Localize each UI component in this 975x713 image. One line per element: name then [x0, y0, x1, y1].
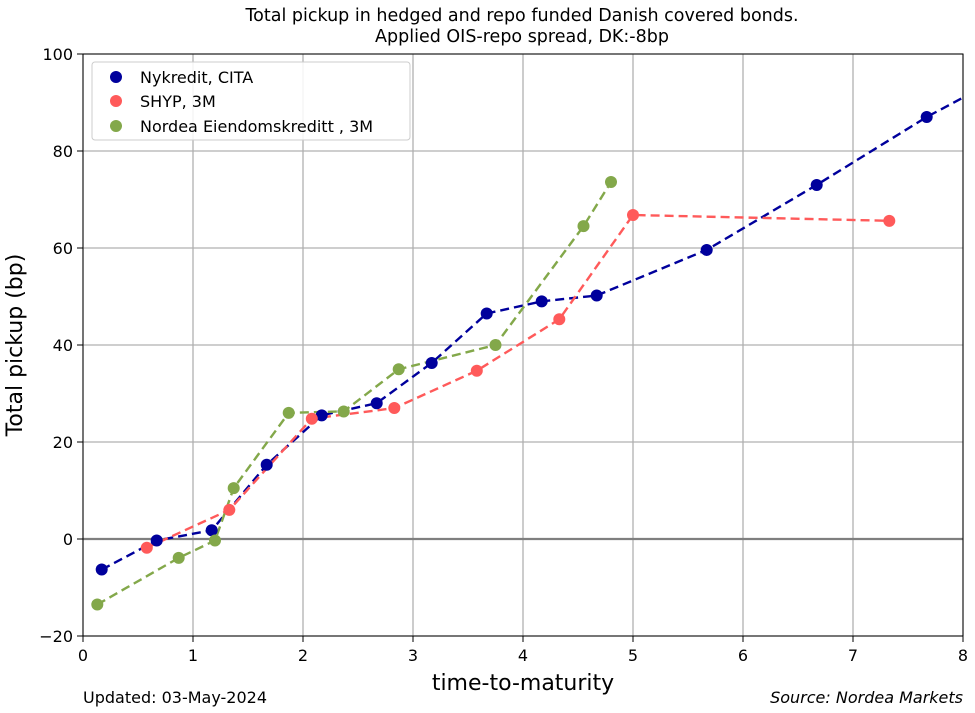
data-point-2	[91, 598, 104, 611]
footer-source: Source: Nordea Markets	[770, 688, 963, 707]
y-tick-label: 0	[63, 530, 73, 549]
data-point-0	[205, 524, 218, 537]
trend-line-1	[146, 213, 890, 549]
legend-label-nordea: Nordea Eiendomskreditt , 3M	[140, 117, 373, 136]
data-point-1	[627, 209, 639, 222]
chart-subtitle: Applied OIS-repo spread, DK:-8bp	[375, 27, 669, 47]
x-ticks: 0 1 2 3 4 5 6 7 8	[78, 636, 968, 665]
data-point-1	[223, 503, 236, 516]
data-point-1	[553, 313, 566, 326]
grid	[82, 53, 964, 637]
data-point-2	[227, 482, 240, 495]
chart-title: Total pickup in hedged and repo funded D…	[244, 6, 798, 26]
y-axis-label: Total pickup (bp)	[3, 254, 28, 438]
y-tick-label: −20	[39, 627, 73, 646]
data-point-2	[172, 551, 185, 564]
data-point-1	[883, 214, 896, 227]
data-point-2	[577, 220, 590, 233]
data-point-1	[470, 364, 483, 377]
data-point-2	[337, 405, 350, 418]
data-point-2	[392, 363, 405, 376]
data-point-0	[920, 111, 933, 124]
legend-label-nykredit: Nykredit, CITA	[140, 68, 253, 87]
y-tick-label: 60	[53, 239, 73, 258]
data-points	[91, 111, 933, 611]
x-tick-label: 4	[518, 646, 528, 665]
legend-marker-nordea	[110, 120, 122, 132]
data-point-2	[209, 534, 221, 547]
data-point-0	[810, 178, 823, 191]
legend: Nykredit, CITA SHYP, 3M Nordea Eiendomsk…	[91, 61, 411, 141]
data-point-2	[489, 339, 502, 351]
x-tick-label: 8	[958, 646, 968, 665]
trend-lines	[96, 96, 964, 606]
footer-updated: Updated: 03-May-2024	[83, 688, 267, 707]
data-point-0	[315, 409, 328, 422]
data-point-0	[425, 356, 438, 369]
x-tick-label: 0	[78, 646, 88, 665]
x-axis-label: time-to-maturity	[432, 671, 614, 696]
x-tick-label: 2	[298, 646, 308, 665]
data-point-0	[370, 397, 383, 410]
y-tick-label: 40	[53, 336, 73, 355]
series-group	[91, 96, 964, 611]
data-point-0	[150, 534, 163, 547]
legend-marker-nykredit	[110, 71, 122, 83]
data-point-2	[605, 176, 617, 189]
y-tick-label: 100	[42, 45, 73, 64]
y-tick-label: 20	[53, 433, 73, 452]
data-point-1	[140, 541, 153, 554]
legend-label-shyp: SHYP, 3M	[140, 92, 216, 111]
x-tick-label: 1	[188, 646, 198, 665]
data-point-0	[480, 307, 493, 320]
data-point-0	[260, 458, 273, 471]
y-ticks: −20 0 20 40 60 80 100	[39, 45, 83, 646]
data-point-0	[535, 295, 548, 308]
y-tick-label: 80	[53, 142, 73, 161]
data-point-1	[305, 412, 318, 425]
legend-box	[91, 61, 411, 141]
trend-line-0	[101, 96, 964, 571]
data-point-2	[282, 406, 295, 419]
legend-marker-shyp	[110, 95, 122, 107]
trend-line-2	[96, 181, 613, 606]
x-tick-label: 5	[628, 646, 638, 665]
x-tick-label: 7	[848, 646, 858, 665]
x-tick-label: 6	[738, 646, 748, 665]
x-tick-label: 3	[408, 646, 418, 665]
data-point-1	[388, 402, 401, 415]
data-point-0	[590, 289, 603, 302]
data-point-0	[700, 243, 713, 256]
data-point-0	[95, 563, 108, 576]
